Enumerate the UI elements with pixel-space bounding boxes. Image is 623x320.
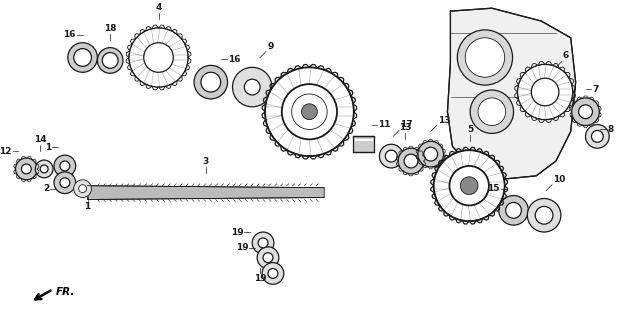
Text: 13: 13 (437, 116, 450, 124)
Circle shape (527, 198, 561, 232)
Circle shape (535, 206, 553, 224)
Text: 9: 9 (267, 42, 273, 51)
Circle shape (268, 268, 278, 278)
Text: 1: 1 (84, 203, 91, 212)
Circle shape (78, 185, 87, 193)
Polygon shape (447, 8, 576, 179)
Text: 6: 6 (563, 52, 569, 60)
Circle shape (398, 148, 424, 174)
Circle shape (74, 49, 92, 66)
Circle shape (244, 79, 260, 95)
Text: 19: 19 (231, 228, 244, 236)
Circle shape (102, 52, 118, 68)
Circle shape (60, 161, 70, 171)
Circle shape (252, 232, 274, 254)
Circle shape (518, 64, 573, 120)
Circle shape (194, 65, 227, 99)
Text: 19: 19 (254, 275, 267, 284)
Text: 3: 3 (202, 157, 209, 166)
Text: 11: 11 (378, 120, 391, 129)
Circle shape (586, 124, 609, 148)
Circle shape (36, 160, 53, 178)
Text: 19: 19 (235, 243, 248, 252)
Text: 12: 12 (0, 147, 12, 156)
Circle shape (292, 94, 327, 130)
Text: 15: 15 (487, 184, 500, 193)
Circle shape (68, 43, 97, 72)
Circle shape (21, 164, 31, 174)
Circle shape (531, 78, 559, 106)
Circle shape (40, 165, 48, 173)
Circle shape (465, 38, 505, 77)
Text: 16: 16 (227, 55, 240, 64)
Circle shape (257, 247, 279, 268)
Circle shape (263, 253, 273, 263)
Circle shape (579, 105, 592, 119)
Polygon shape (87, 186, 324, 199)
Circle shape (54, 155, 75, 177)
Text: 1: 1 (45, 143, 51, 152)
Text: 2: 2 (43, 184, 49, 193)
Text: 14: 14 (34, 135, 47, 144)
Circle shape (201, 72, 221, 92)
Circle shape (129, 28, 188, 87)
Circle shape (265, 67, 354, 156)
Text: 18: 18 (104, 24, 117, 33)
Circle shape (282, 84, 337, 139)
Circle shape (144, 43, 173, 72)
Circle shape (591, 131, 603, 142)
Circle shape (60, 178, 70, 188)
Circle shape (74, 180, 92, 197)
Text: 4: 4 (155, 3, 162, 12)
Text: FR.: FR. (56, 287, 75, 297)
Circle shape (302, 104, 317, 120)
Text: 7: 7 (592, 84, 599, 93)
Circle shape (506, 203, 521, 218)
Text: 5: 5 (467, 125, 473, 134)
Circle shape (404, 154, 418, 168)
Circle shape (424, 147, 437, 161)
Circle shape (572, 98, 599, 125)
Text: 10: 10 (553, 175, 565, 184)
Text: 13: 13 (399, 124, 411, 132)
Circle shape (499, 196, 528, 225)
Circle shape (97, 48, 123, 73)
Circle shape (418, 141, 444, 167)
Circle shape (258, 238, 268, 248)
Circle shape (16, 158, 37, 180)
Circle shape (262, 263, 283, 284)
Bar (353, 136, 374, 152)
Text: 17: 17 (400, 120, 413, 130)
Text: 8: 8 (607, 125, 614, 134)
Circle shape (457, 30, 513, 85)
Text: 16: 16 (63, 30, 75, 39)
Circle shape (460, 177, 478, 195)
Circle shape (386, 150, 397, 162)
Circle shape (478, 98, 506, 125)
Circle shape (379, 144, 403, 168)
Circle shape (434, 150, 505, 221)
Circle shape (470, 90, 513, 133)
Circle shape (449, 166, 489, 205)
Circle shape (54, 172, 75, 194)
Circle shape (232, 67, 272, 107)
